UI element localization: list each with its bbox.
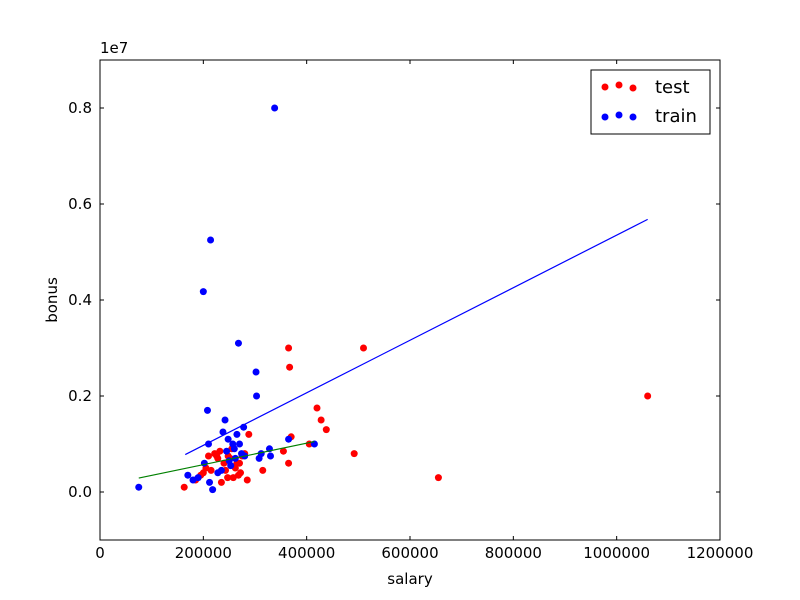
point-train-1 bbox=[184, 471, 192, 479]
x-tick-label: 800000 bbox=[485, 544, 542, 562]
point-test-37 bbox=[644, 392, 652, 400]
point-test-28 bbox=[286, 363, 294, 371]
point-train-0 bbox=[135, 483, 143, 491]
point-test-26 bbox=[285, 344, 293, 352]
legend-marker-train bbox=[601, 111, 637, 121]
point-train-23 bbox=[234, 339, 242, 347]
legend-marker-test bbox=[601, 81, 637, 92]
point-train-13 bbox=[219, 428, 227, 436]
x-tick-label: 600000 bbox=[381, 544, 438, 562]
point-train-14 bbox=[221, 416, 229, 424]
point-test-12 bbox=[224, 474, 232, 482]
y-tick-label: 0.6 bbox=[68, 195, 92, 213]
point-test-5 bbox=[207, 466, 215, 474]
axes: 0 200000 400000 600000 800000 1000000 1200000 0… bbox=[68, 60, 753, 562]
point-test-38 bbox=[199, 469, 207, 477]
point-test-39 bbox=[213, 452, 221, 460]
point-test-24 bbox=[259, 466, 267, 474]
point-train-15 bbox=[223, 447, 231, 455]
point-test-32 bbox=[317, 416, 325, 424]
x-tick-label: 0 bbox=[95, 544, 105, 562]
point-test-25 bbox=[279, 447, 287, 455]
point-test-35 bbox=[360, 344, 367, 352]
y-axis-label: bonus bbox=[43, 277, 61, 323]
x-axis-label: salary bbox=[387, 570, 433, 588]
point-train-28 bbox=[252, 368, 260, 376]
point-train-5 bbox=[200, 459, 208, 467]
x-tick-label: 200000 bbox=[175, 544, 232, 562]
point-test-31 bbox=[313, 404, 321, 412]
point-train-3 bbox=[194, 474, 202, 482]
point-train-6 bbox=[203, 406, 211, 414]
point-test-19 bbox=[237, 469, 245, 477]
legend-box bbox=[590, 69, 711, 135]
legend-label-train: train bbox=[655, 106, 697, 127]
x-tick-label: 400000 bbox=[278, 544, 335, 562]
point-train-24 bbox=[236, 440, 243, 448]
plot-area bbox=[135, 104, 652, 494]
legend: test train bbox=[590, 69, 711, 135]
point-train-20 bbox=[230, 445, 238, 453]
point-train-8 bbox=[206, 478, 214, 486]
y-offset-label: 1e7 bbox=[100, 39, 128, 57]
fit-line-1 bbox=[138, 441, 315, 479]
point-test-4 bbox=[205, 452, 212, 460]
point-test-0 bbox=[180, 483, 188, 491]
point-train-18 bbox=[227, 462, 235, 470]
point-test-22 bbox=[243, 476, 251, 484]
point-test-9 bbox=[217, 478, 225, 486]
point-train-35 bbox=[285, 435, 293, 443]
legend-label-test: test bbox=[655, 77, 690, 98]
point-test-27 bbox=[285, 459, 293, 467]
point-train-16 bbox=[224, 435, 232, 443]
y-tick-label: 0.8 bbox=[68, 99, 92, 117]
y-tick-label: 0.4 bbox=[68, 291, 92, 309]
point-test-34 bbox=[350, 450, 358, 458]
point-train-12 bbox=[217, 466, 225, 474]
point-train-10 bbox=[209, 486, 217, 494]
point-test-33 bbox=[322, 426, 330, 434]
y-tick-label: 0.2 bbox=[68, 387, 92, 405]
point-train-34 bbox=[271, 104, 279, 112]
y-tick-label: 0.0 bbox=[68, 483, 92, 501]
point-test-36 bbox=[434, 474, 442, 482]
point-test-41 bbox=[236, 459, 243, 467]
point-train-29 bbox=[253, 392, 261, 400]
point-train-33 bbox=[267, 452, 274, 460]
point-test-23 bbox=[245, 430, 253, 438]
x-tick-label: 1000000 bbox=[583, 544, 650, 562]
fit-line-0 bbox=[184, 218, 648, 456]
point-train-9 bbox=[207, 236, 215, 244]
x-tick-label: 1200000 bbox=[687, 544, 754, 562]
point-train-22 bbox=[233, 430, 241, 438]
point-train-4 bbox=[199, 288, 207, 296]
